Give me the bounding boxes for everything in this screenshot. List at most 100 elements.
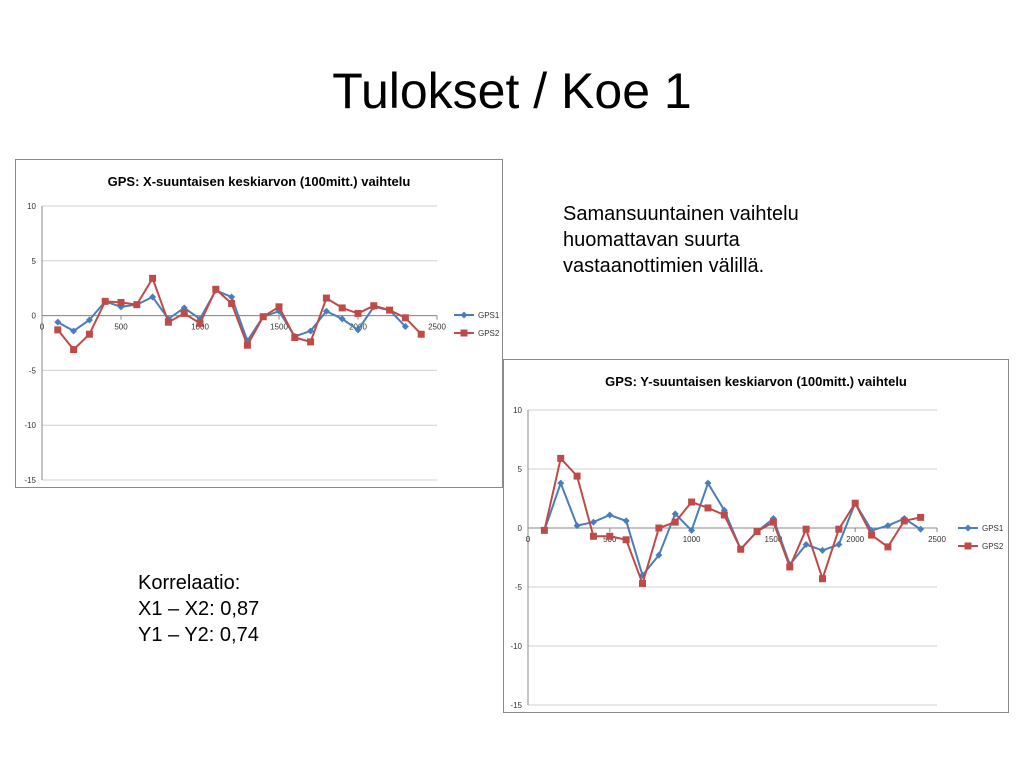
legend-label: GPS1 bbox=[478, 311, 500, 320]
y-tick-label: -10 bbox=[24, 421, 36, 430]
legend-marker bbox=[964, 524, 972, 532]
data-point bbox=[917, 525, 925, 533]
data-point bbox=[196, 319, 204, 327]
data-point bbox=[117, 298, 125, 306]
data-point bbox=[54, 326, 62, 334]
chart-x-panel: GPS: X-suuntaisen keskiarvon (100mitt.) … bbox=[15, 159, 503, 488]
data-point bbox=[85, 330, 93, 338]
data-point bbox=[259, 313, 267, 321]
data-point bbox=[149, 293, 157, 301]
legend-label: GPS2 bbox=[478, 329, 500, 338]
data-point bbox=[354, 309, 362, 317]
data-point bbox=[573, 472, 581, 480]
data-point bbox=[149, 274, 157, 282]
chart-title: GPS: X-suuntaisen keskiarvon (100mitt.) … bbox=[108, 174, 411, 189]
data-point bbox=[180, 304, 188, 312]
y-tick-label: -15 bbox=[510, 701, 522, 710]
data-point bbox=[884, 522, 892, 530]
y-tick-label: -5 bbox=[515, 583, 523, 592]
data-point bbox=[370, 302, 378, 310]
data-point bbox=[606, 532, 614, 540]
chart-title: GPS: Y-suuntaisen keskiarvon (100mitt.) … bbox=[605, 374, 907, 389]
legend-label: GPS2 bbox=[982, 542, 1004, 551]
correlation-heading: Korrelaatio: bbox=[138, 572, 241, 594]
x-tick-label: 1500 bbox=[765, 535, 783, 544]
data-point bbox=[835, 541, 843, 549]
data-point bbox=[307, 327, 315, 335]
data-point bbox=[243, 341, 251, 349]
data-point bbox=[338, 304, 346, 312]
y-tick-label: 0 bbox=[518, 524, 523, 533]
data-point bbox=[401, 314, 409, 322]
slide-title: Tulokset / Koe 1 bbox=[332, 63, 692, 119]
data-point bbox=[573, 522, 581, 530]
data-point bbox=[557, 479, 565, 487]
data-point bbox=[900, 517, 908, 525]
data-point bbox=[769, 518, 777, 526]
series-line-gps2 bbox=[543, 456, 921, 587]
x-tick-label: 2500 bbox=[928, 535, 946, 544]
data-point bbox=[164, 318, 172, 326]
note-line: huomattavan suurta bbox=[563, 229, 740, 251]
chart-y-panel: GPS: Y-suuntaisen keskiarvon (100mitt.) … bbox=[503, 359, 1009, 713]
data-point bbox=[868, 531, 876, 539]
data-point bbox=[212, 285, 220, 293]
data-point bbox=[291, 334, 299, 342]
data-point bbox=[228, 293, 236, 301]
correlation-y: Y1 – Y2: 0,74 bbox=[138, 624, 259, 646]
data-point bbox=[884, 543, 892, 551]
data-point bbox=[417, 330, 425, 338]
data-point bbox=[101, 297, 109, 305]
data-point bbox=[70, 327, 78, 335]
data-point bbox=[802, 525, 810, 533]
data-point bbox=[688, 498, 696, 506]
data-point bbox=[622, 536, 630, 544]
data-point bbox=[835, 525, 843, 533]
data-point bbox=[818, 546, 826, 554]
y-tick-label: -10 bbox=[510, 642, 522, 651]
data-point bbox=[133, 301, 141, 309]
data-point bbox=[70, 346, 78, 354]
x-tick-label: 2500 bbox=[428, 323, 446, 332]
data-point bbox=[401, 323, 409, 331]
data-point bbox=[655, 524, 663, 532]
x-tick-label: 1000 bbox=[683, 535, 701, 544]
observation-note: Samansuuntainen vaihtelu huomattavan suu… bbox=[563, 201, 883, 279]
x-tick-label: 1000 bbox=[191, 323, 209, 332]
legend-marker bbox=[460, 329, 468, 337]
data-point bbox=[275, 303, 283, 311]
data-point bbox=[851, 499, 859, 507]
y-tick-label: -15 bbox=[24, 476, 36, 485]
data-point bbox=[354, 326, 362, 334]
data-point bbox=[655, 551, 663, 559]
y-tick-label: -5 bbox=[29, 366, 37, 375]
y-tick-label: 10 bbox=[513, 406, 522, 415]
correlation-x: X1 – X2: 0,87 bbox=[138, 598, 260, 620]
data-point bbox=[557, 454, 565, 462]
data-point bbox=[704, 504, 712, 512]
y-tick-label: 0 bbox=[32, 312, 37, 321]
data-point bbox=[671, 518, 679, 526]
x-tick-label: 500 bbox=[114, 323, 128, 332]
legend-marker bbox=[964, 542, 972, 550]
data-point bbox=[307, 338, 315, 346]
y-tick-label: 5 bbox=[518, 465, 523, 474]
series-line-gps1 bbox=[543, 480, 922, 578]
data-point bbox=[228, 300, 236, 308]
x-tick-label: 0 bbox=[526, 535, 531, 544]
line-chart: GPS: Y-suuntaisen keskiarvon (100mitt.) … bbox=[510, 374, 1004, 710]
note-line: Samansuuntainen vaihtelu bbox=[563, 203, 799, 225]
correlation-note: Korrelaatio: X1 – X2: 0,87 Y1 – Y2: 0,74 bbox=[138, 570, 358, 648]
data-point bbox=[639, 579, 647, 587]
data-point bbox=[322, 307, 330, 315]
data-point bbox=[85, 316, 93, 324]
data-point bbox=[622, 517, 630, 525]
data-point bbox=[322, 294, 330, 302]
note-line: vastaanottimien välillä. bbox=[563, 255, 765, 277]
x-tick-label: 0 bbox=[40, 323, 45, 332]
data-point bbox=[54, 318, 62, 326]
data-point bbox=[917, 513, 925, 521]
data-point bbox=[589, 518, 597, 526]
data-point bbox=[818, 575, 826, 583]
y-tick-label: 10 bbox=[27, 202, 36, 211]
